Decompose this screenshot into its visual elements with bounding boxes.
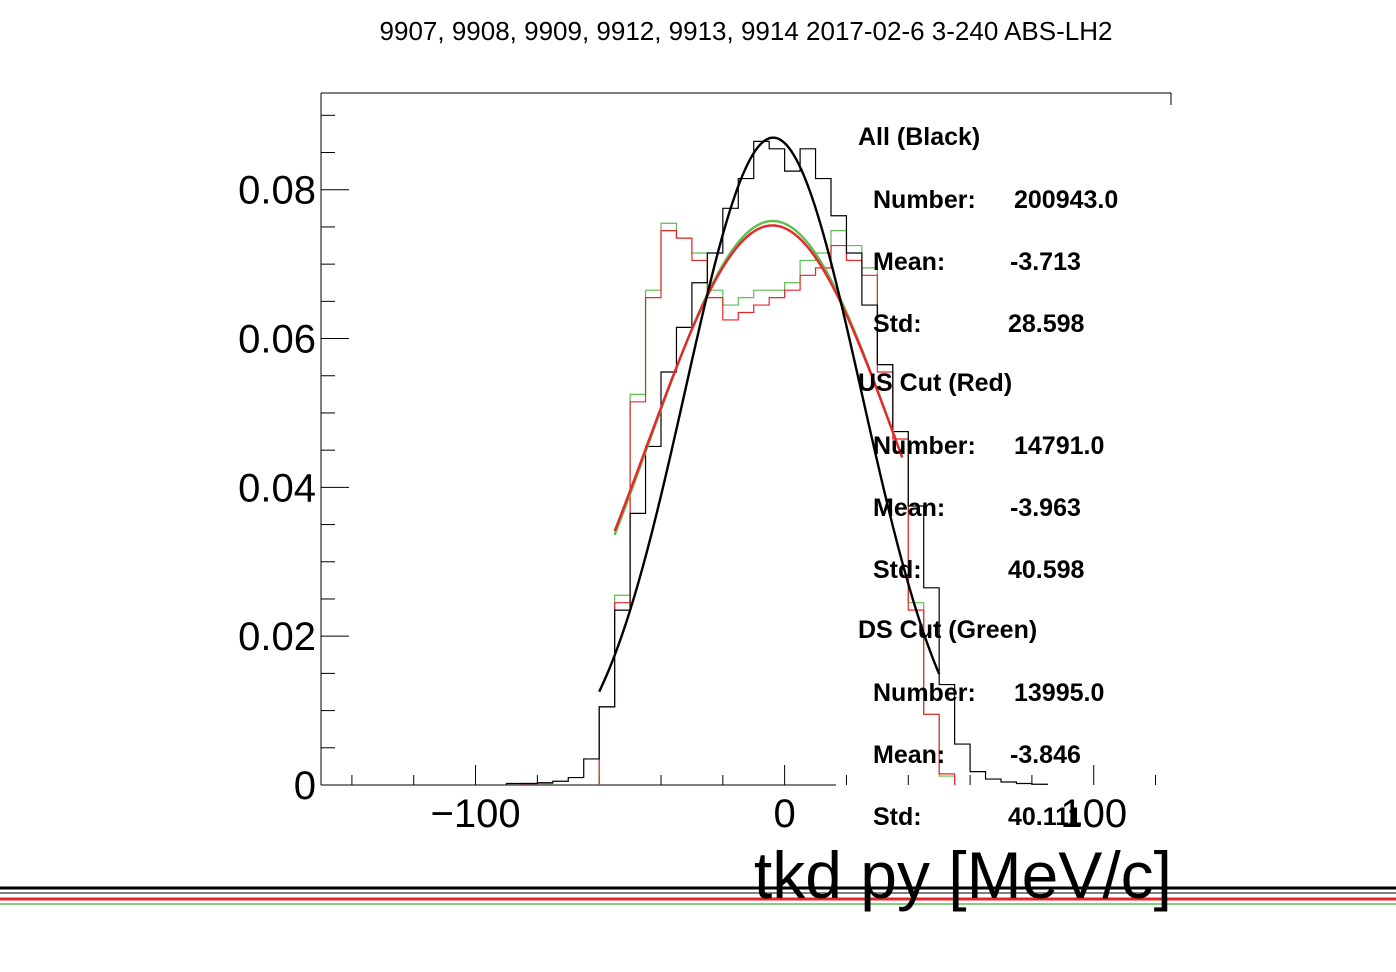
- stats-std-value: 40.598: [1008, 556, 1085, 584]
- series-layer: [505, 136, 1048, 785]
- stats-heading: DS Cut (Green): [858, 616, 1037, 644]
- stats-number-value: 200943.0: [1014, 186, 1118, 214]
- plot-frame: [320, 92, 1172, 786]
- stats-block: All (Black) Number: 200943.0 Mean: -3.713 Std…: [858, 123, 1118, 338]
- x-tick-label: 0: [774, 792, 796, 836]
- stats-number-label: Number:: [873, 186, 976, 214]
- stats-box: All (Black) Number: 200943.0 Mean: -3.713 Std…: [858, 123, 1118, 831]
- stats-mean-value: -3.713: [1010, 248, 1081, 276]
- axis-ticks: [321, 114, 1157, 786]
- stats-std-value: 40.111: [1008, 803, 1082, 831]
- stats-std-label: Std:: [873, 803, 922, 831]
- stats-mean-value: -3.846: [1010, 741, 1081, 769]
- stats-mean-label: Mean:: [873, 248, 945, 276]
- gaussian-fit-curve: [613, 224, 904, 532]
- x-tick-label: 100: [1060, 792, 1127, 836]
- y-tick-label: 0.08: [238, 169, 316, 213]
- histogram-series: [505, 140, 1048, 785]
- x-tick-label: −100: [430, 792, 520, 836]
- y-tick-label: 0.02: [238, 615, 316, 659]
- stats-heading: US Cut (Red): [858, 369, 1012, 397]
- histogram-step-line: [505, 140, 1048, 785]
- y-tick-label: 0: [294, 764, 316, 808]
- stats-block: US Cut (Red) Number: 14791.0 Mean: -3.963 Std…: [858, 369, 1104, 584]
- stats-mean-value: -3.963: [1010, 494, 1081, 522]
- stats-number-value: 13995.0: [1014, 679, 1104, 707]
- axis-tick-labels: 0 0.02 0.04 0.06 0.08 −100 0 100: [238, 169, 1127, 836]
- stats-mean-label: Mean:: [873, 741, 945, 769]
- legend-lines: [0, 886, 1396, 905]
- stats-number-value: 14791.0: [1014, 432, 1104, 460]
- stats-std-label: Std:: [873, 310, 922, 338]
- stats-std-label: Std:: [873, 556, 922, 584]
- stats-std-value: 28.598: [1008, 310, 1085, 338]
- stats-number-label: Number:: [873, 679, 976, 707]
- y-tick-label: 0.04: [238, 466, 316, 510]
- stats-number-label: Number:: [873, 432, 976, 460]
- stats-block: DS Cut (Green) Number: 13995.0 Mean: -3.846 S…: [858, 616, 1104, 831]
- chart-title: 9907, 9908, 9909, 9912, 9913, 9914 2017-…: [380, 16, 1113, 46]
- gaussian-fit-curve: [598, 136, 941, 693]
- y-tick-label: 0.06: [238, 318, 316, 362]
- stats-mean-label: Mean:: [873, 494, 945, 522]
- stats-heading: All (Black): [858, 123, 980, 151]
- x-axis-label: tkd py [MeV/c]: [754, 838, 1172, 912]
